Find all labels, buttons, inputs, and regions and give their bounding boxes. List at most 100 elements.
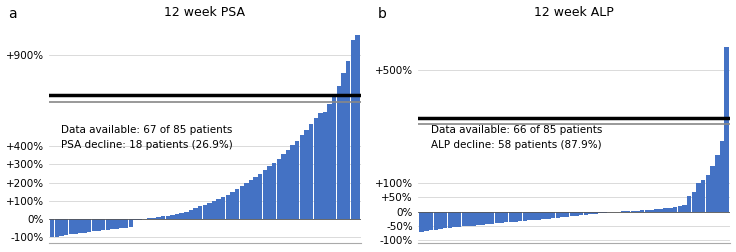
Bar xyxy=(68,219,73,234)
Bar xyxy=(715,155,720,212)
Bar xyxy=(318,113,322,219)
Bar xyxy=(304,130,308,219)
Bar xyxy=(668,208,673,212)
Bar xyxy=(129,219,133,227)
Bar xyxy=(258,174,263,219)
Bar xyxy=(194,208,198,219)
Bar xyxy=(584,212,588,215)
Bar xyxy=(687,196,691,212)
Bar xyxy=(78,219,82,233)
Bar xyxy=(673,207,677,212)
Bar xyxy=(226,195,230,219)
Bar xyxy=(560,212,565,217)
Title: 12 week PSA: 12 week PSA xyxy=(164,6,245,19)
Bar xyxy=(692,192,696,212)
Text: Data available: 67 of 85 patients
PSA decline: 18 patients (26.9%): Data available: 67 of 85 patients PSA de… xyxy=(62,125,233,150)
Bar xyxy=(110,219,115,229)
Bar xyxy=(443,212,447,228)
Bar xyxy=(570,212,574,216)
Bar xyxy=(92,219,96,231)
Bar xyxy=(574,212,578,216)
Bar xyxy=(701,180,706,212)
Bar xyxy=(663,208,668,212)
Bar xyxy=(119,219,124,228)
Text: a: a xyxy=(8,7,16,21)
Bar xyxy=(556,212,560,218)
Bar xyxy=(156,217,160,219)
Bar xyxy=(518,212,523,221)
Bar xyxy=(101,219,105,230)
Bar xyxy=(230,192,235,219)
Bar xyxy=(682,205,687,212)
Bar xyxy=(461,212,466,227)
Bar xyxy=(73,219,77,234)
Bar xyxy=(314,118,318,219)
Bar xyxy=(588,212,592,214)
Bar xyxy=(626,211,630,212)
Bar xyxy=(355,35,360,219)
Bar xyxy=(490,212,495,224)
Bar xyxy=(235,189,239,219)
Bar xyxy=(710,166,715,212)
Bar xyxy=(184,212,188,219)
Bar xyxy=(253,177,258,219)
Bar xyxy=(429,212,434,230)
Bar xyxy=(706,175,710,212)
Bar xyxy=(166,215,170,219)
Bar xyxy=(309,124,314,219)
Bar xyxy=(434,212,438,230)
Bar xyxy=(350,40,355,219)
Bar xyxy=(635,210,640,212)
Bar xyxy=(485,212,489,224)
Bar xyxy=(420,212,424,232)
Bar xyxy=(208,203,212,219)
Bar xyxy=(332,95,336,219)
Bar xyxy=(645,210,649,212)
Bar xyxy=(202,205,207,219)
Bar xyxy=(542,212,546,219)
Bar xyxy=(336,86,341,219)
Bar xyxy=(453,212,457,227)
Bar xyxy=(212,201,216,219)
Bar xyxy=(720,141,724,212)
Bar xyxy=(640,210,645,212)
Bar xyxy=(50,219,54,237)
Bar xyxy=(152,218,156,219)
Bar xyxy=(495,212,499,223)
Bar xyxy=(244,183,249,219)
Bar xyxy=(105,219,110,230)
Bar xyxy=(499,212,503,223)
Bar xyxy=(64,219,68,235)
Bar xyxy=(291,145,295,219)
Bar xyxy=(147,218,152,219)
Bar xyxy=(175,214,180,219)
Title: 12 week ALP: 12 week ALP xyxy=(534,6,614,19)
Text: b: b xyxy=(378,7,386,21)
Bar xyxy=(621,211,626,212)
Bar xyxy=(281,154,286,219)
Bar xyxy=(272,163,276,219)
Bar xyxy=(659,209,663,212)
Bar xyxy=(528,212,532,220)
Bar xyxy=(249,180,253,219)
Bar xyxy=(170,215,174,219)
Bar xyxy=(537,212,541,219)
Bar xyxy=(532,212,537,220)
Bar xyxy=(724,47,729,212)
Bar xyxy=(598,212,602,213)
Bar xyxy=(696,183,701,212)
Bar xyxy=(457,212,461,227)
Bar xyxy=(96,219,101,231)
Bar xyxy=(263,170,267,219)
Bar xyxy=(286,150,290,219)
Bar xyxy=(161,216,166,219)
Bar xyxy=(424,212,428,231)
Bar xyxy=(438,212,442,229)
Bar xyxy=(471,212,475,226)
Bar xyxy=(87,219,91,232)
Bar xyxy=(60,219,64,236)
Bar xyxy=(323,112,328,219)
Bar xyxy=(579,212,584,215)
Bar xyxy=(481,212,485,225)
Bar xyxy=(300,135,304,219)
